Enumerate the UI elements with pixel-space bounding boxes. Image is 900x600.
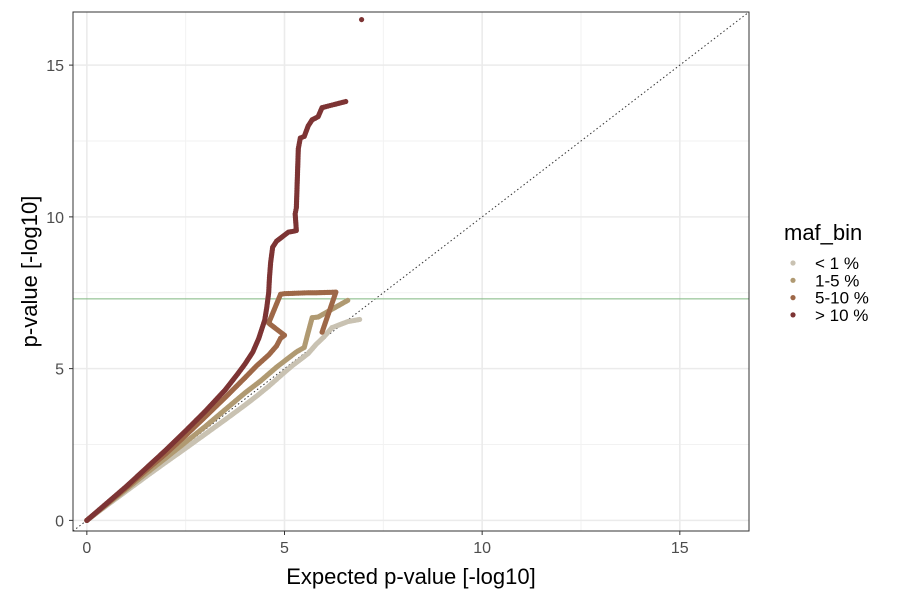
y-tick-label: 5 — [55, 362, 64, 379]
legend-title: maf_bin — [784, 220, 862, 245]
legend-label: < 1 % — [815, 254, 859, 273]
plot-panel — [72, 11, 750, 532]
grid-lines — [73, 12, 749, 531]
y-tick-label: 0 — [55, 513, 64, 530]
x-tick-label: 15 — [671, 540, 689, 557]
data-point — [358, 16, 365, 23]
legend-items: < 1 %1-5 %5-10 %> 10 % — [790, 254, 869, 325]
x-tick-label: 10 — [473, 540, 491, 557]
legend-label: > 10 % — [815, 306, 868, 325]
x-axis: 0 5 10 15 — [82, 531, 689, 557]
legend-label: 1-5 % — [815, 271, 859, 290]
x-tick-label: 5 — [280, 540, 289, 557]
data-point — [357, 316, 363, 323]
legend-key — [790, 277, 796, 283]
x-tick-label: 0 — [82, 540, 91, 557]
data-point — [343, 98, 349, 105]
y-axis: 0 5 10 15 — [46, 58, 73, 530]
data-point — [319, 329, 325, 335]
reference-lines — [72, 11, 750, 532]
legend-label: 5-10 % — [815, 289, 869, 308]
legend-key — [790, 260, 796, 266]
legend-key — [790, 295, 796, 301]
panel-border — [72, 11, 750, 532]
y-tick-label: 15 — [46, 58, 64, 75]
legend-key — [790, 312, 796, 318]
x-axis-title: Expected p-value [-log10] — [286, 564, 536, 589]
legend: maf_bin < 1 %1-5 %5-10 %> 10 % — [784, 220, 869, 325]
series-4 — [84, 16, 365, 523]
data-point — [345, 297, 351, 303]
data-points — [84, 16, 365, 523]
y-axis-title: p-value [-log10] — [17, 196, 42, 348]
y-tick-label: 10 — [46, 210, 64, 227]
